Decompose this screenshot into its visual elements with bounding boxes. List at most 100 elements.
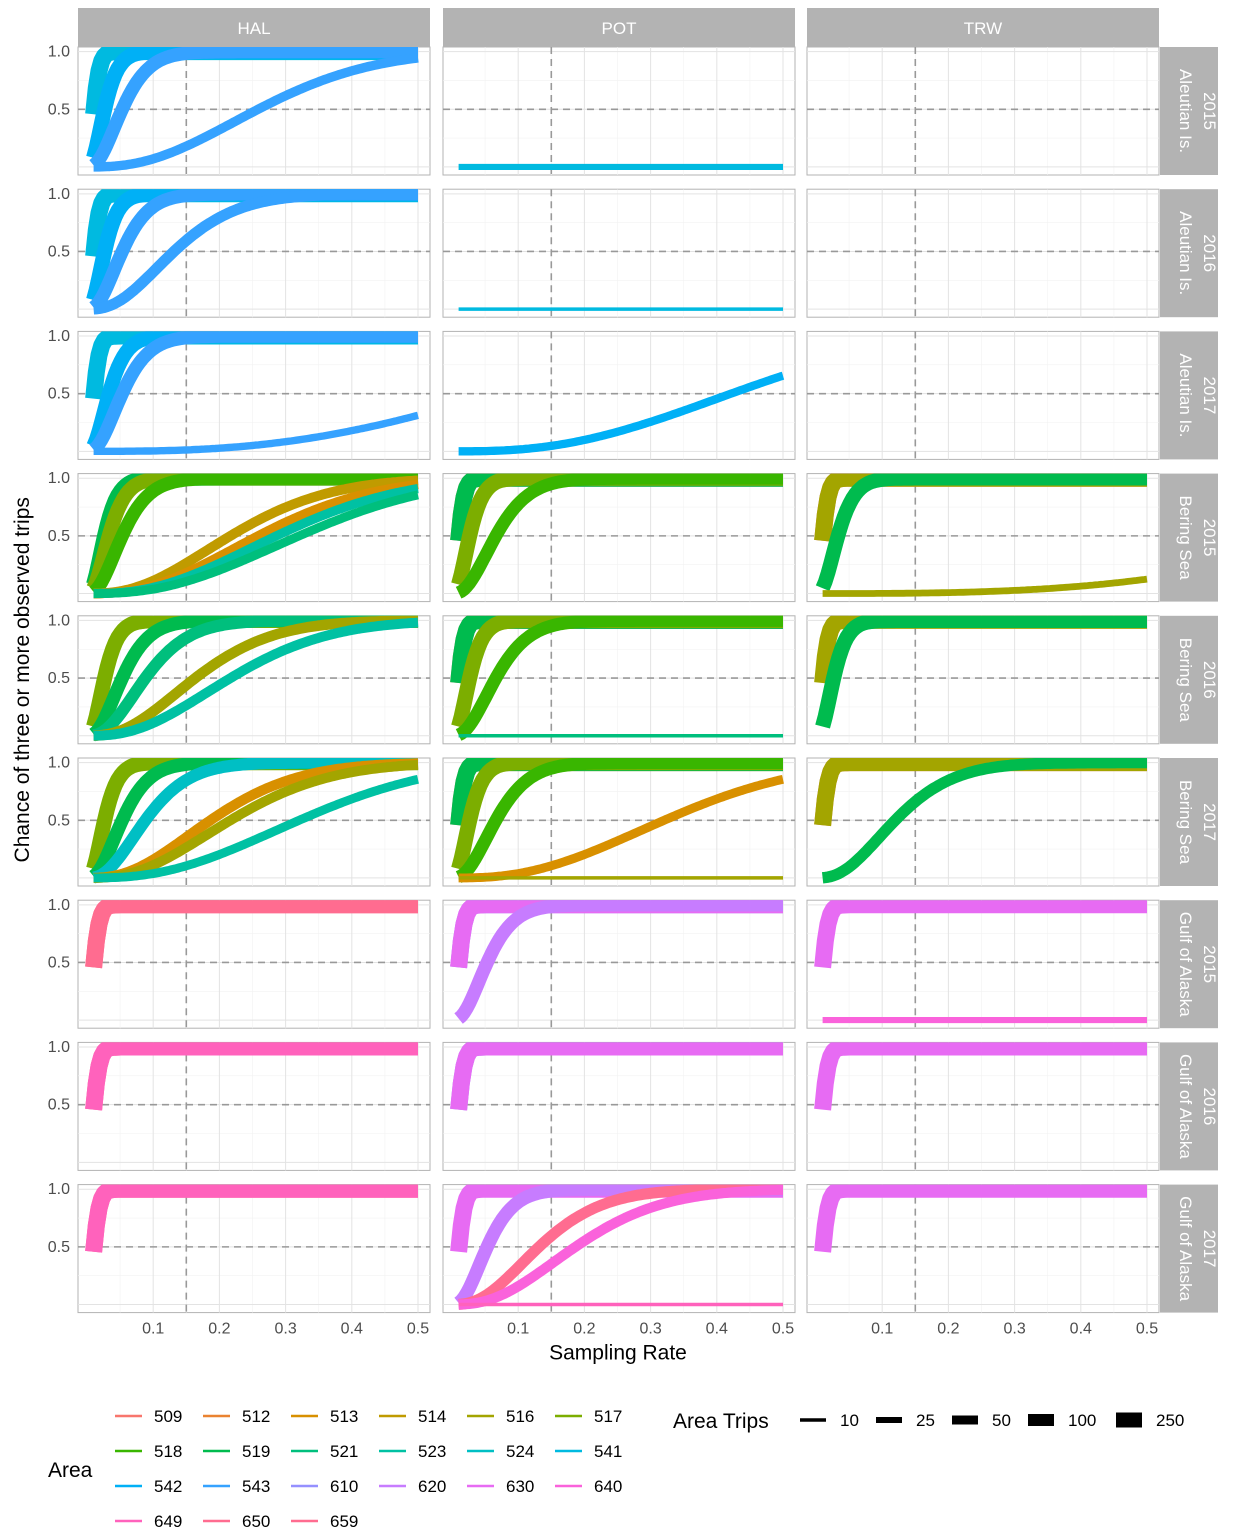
strip-row-region: Aleutian Is. [1176,69,1195,153]
strip-row-year: 2017 [1200,376,1219,414]
panel-7-2 [806,1041,1160,1171]
series-line-area-519 [819,758,1150,884]
strip-row-2: Aleutian Is. 2017 [1160,331,1219,460]
panel-0-1 [442,46,796,176]
y-tick-label: 1.0 [48,328,70,345]
series-line-area-523 [91,617,421,741]
legend-label: 517 [594,1407,622,1426]
series-line-area-518 [89,473,422,598]
legend-item-trips-25: 25 [876,1411,935,1430]
legend-item-area-512: 512 [203,1407,270,1426]
series-group [814,1042,1153,1111]
legend-item-area-541: 541 [555,1442,622,1461]
strip-col-label: POT [602,19,637,38]
x-tick-label: 0.4 [706,1321,728,1338]
legend-label: 541 [594,1442,622,1461]
legend-item-area-650: 650 [203,1512,270,1531]
x-tick-label: 0.2 [573,1321,595,1338]
series-line-area-630 [814,900,1153,969]
panel-3-2 [806,473,1160,603]
series-line-area-516 [91,759,421,883]
x-tick-label: 0.5 [772,1321,794,1338]
legend-item-area-610: 610 [291,1477,358,1496]
y-tick-label: 0.5 [48,243,70,260]
panel-4-1 [442,615,796,745]
series-line-area-543 [91,53,420,172]
series-line-area-518 [454,615,787,741]
x-tick-label: 0.1 [871,1321,893,1338]
series-group [450,473,789,599]
panel-4-2 [806,615,1160,745]
series-line-area-649 [85,1184,424,1253]
strip-row-year: 2015 [1200,92,1219,130]
series-group [450,900,789,1024]
panel-7-1 [442,1041,796,1171]
strip-row-year: 2016 [1200,234,1219,272]
y-tick-label: 0.5 [48,670,70,687]
panel-3-1 [442,473,796,603]
panel-1-1 [442,188,796,318]
legend-label: 521 [330,1442,358,1461]
strip-row-1: Aleutian Is. 2016 [1160,189,1219,318]
x-tick-label: 0.4 [341,1321,363,1338]
series-line-area-659 [85,900,424,969]
legend-item-area-630: 630 [467,1477,534,1496]
series-line-area-620 [454,900,787,1024]
series-group [450,615,789,741]
strip-row-year: 2015 [1200,945,1219,983]
series-group [85,900,424,969]
series-line-area-521 [91,490,420,598]
y-tick-label: 1.0 [48,755,70,772]
series-line-area-543 [90,189,421,315]
panel-5-2 [806,757,1160,887]
legend-item-area-509: 509 [115,1407,182,1426]
y-tick-label: 1.0 [48,44,70,61]
panel-6-2 [806,899,1160,1029]
strip-row-year: 2017 [1200,803,1219,841]
panel-5-0 [77,757,431,887]
series-line-area-523 [91,774,420,883]
legend-label: 250 [1156,1411,1184,1430]
legend-item-area-523: 523 [379,1442,446,1461]
x-tick-label: 0.2 [208,1321,230,1338]
series-group [457,371,785,456]
series-group [814,758,1153,884]
x-tick-label: 0.3 [1003,1321,1025,1338]
strip-row-year: 2015 [1200,519,1219,557]
y-tick-label: 0.5 [48,954,70,971]
y-tick-label: 1.0 [48,612,70,629]
panel-8-1 [442,1184,796,1314]
panel-4-0 [77,615,431,745]
y-tick-label: 1.0 [48,186,70,203]
series-line-area-543 [89,47,422,171]
panel-8-2 [806,1184,1160,1314]
series-line-area-630 [814,1042,1153,1111]
legend-label: 649 [154,1512,182,1531]
legend-item-area-640: 640 [555,1477,622,1496]
series-group [85,1184,424,1253]
strip-row-year: 2016 [1200,1087,1219,1125]
series-line-area-640 [456,1184,786,1310]
legend-item-area-620: 620 [379,1477,446,1496]
strip-row-4: Bering Sea 2016 [1160,615,1219,744]
series-group [86,758,423,884]
legend-label: 659 [330,1512,358,1531]
x-tick-label: 0.2 [937,1321,959,1338]
series-line-area-519 [815,615,1152,729]
strip-row-7: Gulf of Alaska 2016 [1160,1042,1219,1171]
strip-row-region: Gulf of Alaska [1176,1054,1195,1159]
panel-1-0 [77,188,431,318]
legend-item-trips-100: 100 [1028,1411,1096,1430]
series-group [85,1042,424,1111]
x-tick-label: 0.1 [507,1321,529,1338]
panel-8-0 [77,1184,431,1314]
panel-6-1 [442,899,796,1029]
strip-col-pot: POT [443,8,795,47]
legend-label: 620 [418,1477,446,1496]
strip-row-region: Aleutian Is. [1176,211,1195,295]
panel-2-1 [442,330,796,460]
legend-item-area-516: 516 [467,1407,534,1426]
series-group [814,615,1153,729]
strip-row-8: Gulf of Alaska 2017 [1160,1184,1219,1313]
